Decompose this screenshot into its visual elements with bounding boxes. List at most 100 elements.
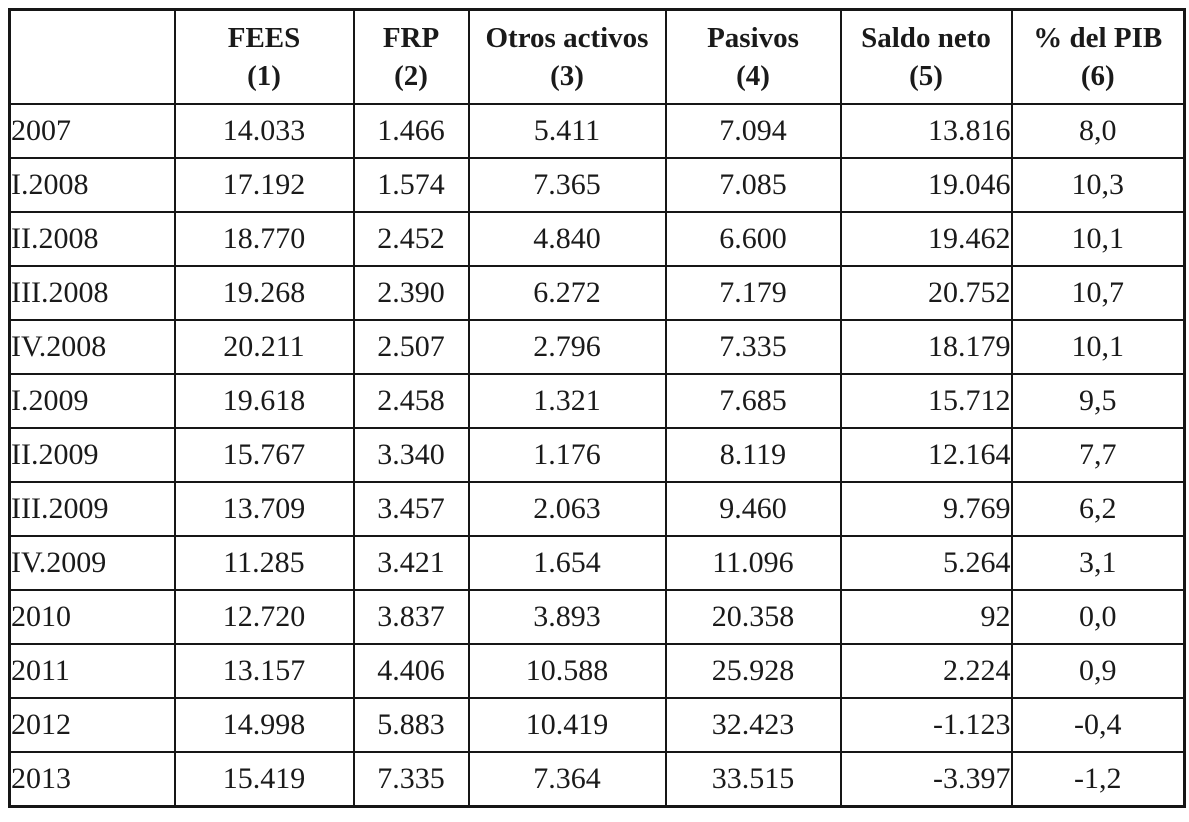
cell-otros_activos: 1.321 [467,373,667,429]
period-label: III.2008 [8,265,176,321]
cell-saldo_neto: 2.224 [839,643,1013,699]
cell-pasivos: 7.685 [664,373,842,429]
cell-otros_activos: 1.654 [467,535,667,591]
cell-fees: 13.709 [173,481,355,537]
table-row-I.2009: I.2009 19.618 2.458 1.321 7.685 15.712 9,5 [8,373,1186,429]
cell-saldo_neto: 5.264 [839,535,1013,591]
cell-saldo_neto: 13.816 [839,103,1013,159]
cell-fees: 14.033 [173,103,355,159]
period-label: 2013 [8,751,176,808]
cell-pasivos: 7.094 [664,103,842,159]
funds-table-container: FEES (1) FRP (2) Otros activos (3) Pasivos (4) S… [8,8,1186,808]
cell-pasivos: 25.928 [664,643,842,699]
cell-saldo_neto: -3.397 [839,751,1013,808]
cell-pct_del_pib: 10,7 [1010,265,1186,321]
cell-otros_activos: 10.588 [467,643,667,699]
cell-otros_activos: 1.176 [467,427,667,483]
column-number: (2) [394,60,428,92]
cell-pasivos: 20.358 [664,589,842,645]
header-cell-pct_del_pib: % del PIB (6) [1010,8,1186,105]
cell-pasivos: 11.096 [664,535,842,591]
cell-frp: 2.452 [352,211,470,267]
cell-saldo_neto: 18.179 [839,319,1013,375]
table-row-III.2008: III.2008 19.268 2.390 6.272 7.179 20.752 10,7 [8,265,1186,321]
cell-frp: 4.406 [352,643,470,699]
cell-frp: 1.574 [352,157,470,213]
cell-otros_activos: 10.419 [467,697,667,753]
sovereign-funds-table: FEES (1) FRP (2) Otros activos (3) Pasivos (4) S… [8,8,1186,808]
cell-fees: 15.419 [173,751,355,808]
column-title: % del PIB [1033,21,1163,54]
period-label: 2012 [8,697,176,753]
cell-pct_del_pib: 3,1 [1010,535,1186,591]
period-label: IV.2009 [8,535,176,591]
column-number: (3) [550,60,584,92]
column-title: FEES [227,21,301,54]
table-row-IV.2008: IV.2008 20.211 2.507 2.796 7.335 18.179 10,1 [8,319,1186,375]
period-label: II.2008 [8,211,176,267]
period-label: IV.2008 [8,319,176,375]
cell-frp: 7.335 [352,751,470,808]
table-row-2013: 2013 15.419 7.335 7.364 33.515 -3.397 -1,2 [8,751,1186,808]
cell-saldo_neto: 20.752 [839,265,1013,321]
cell-pct_del_pib: 8,0 [1010,103,1186,159]
cell-otros_activos: 7.365 [467,157,667,213]
cell-otros_activos: 3.893 [467,589,667,645]
cell-pct_del_pib: 10,1 [1010,211,1186,267]
cell-frp: 3.457 [352,481,470,537]
cell-otros_activos: 7.364 [467,751,667,808]
cell-frp: 3.340 [352,427,470,483]
cell-saldo_neto: 19.046 [839,157,1013,213]
table-header-row: FEES (1) FRP (2) Otros activos (3) Pasivos (4) S… [8,8,1186,105]
cell-fees: 12.720 [173,589,355,645]
period-label: I.2008 [8,157,176,213]
cell-frp: 2.507 [352,319,470,375]
cell-fees: 19.268 [173,265,355,321]
cell-pct_del_pib: -1,2 [1010,751,1186,808]
cell-saldo_neto: -1.123 [839,697,1013,753]
cell-frp: 3.837 [352,589,470,645]
column-number: (6) [1080,60,1115,92]
cell-pct_del_pib: 7,7 [1010,427,1186,483]
period-label: III.2009 [8,481,176,537]
cell-pct_del_pib: 9,5 [1010,373,1186,429]
cell-pct_del_pib: 10,3 [1010,157,1186,213]
table-row-II.2009: II.2009 15.767 3.340 1.176 8.119 12.164 7,7 [8,427,1186,483]
cell-saldo_neto: 15.712 [839,373,1013,429]
cell-fees: 13.157 [173,643,355,699]
header-cell-fees: FEES (1) [173,8,355,105]
cell-pct_del_pib: 6,2 [1010,481,1186,537]
table-row-2007: 2007 14.033 1.466 5.411 7.094 13.816 8,0 [8,103,1186,159]
cell-saldo_neto: 9.769 [839,481,1013,537]
cell-pasivos: 33.515 [664,751,842,808]
cell-fees: 20.211 [173,319,355,375]
cell-pct_del_pib: 0,9 [1010,643,1186,699]
column-number: (1) [247,60,281,92]
header-cell-frp: FRP (2) [352,8,470,105]
period-label: 2010 [8,589,176,645]
cell-pasivos: 7.335 [664,319,842,375]
cell-saldo_neto: 19.462 [839,211,1013,267]
cell-otros_activos: 2.063 [467,481,667,537]
cell-fees: 18.770 [173,211,355,267]
table-row-2012: 2012 14.998 5.883 10.419 32.423 -1.123 -0,4 [8,697,1186,753]
column-title: FRP [382,21,440,54]
cell-saldo_neto: 92 [839,589,1013,645]
cell-pasivos: 9.460 [664,481,842,537]
cell-saldo_neto: 12.164 [839,427,1013,483]
cell-pasivos: 6.600 [664,211,842,267]
cell-fees: 14.998 [173,697,355,753]
table-row-IV.2009: IV.2009 11.285 3.421 1.654 11.096 5.264 3,1 [8,535,1186,591]
header-cell-pasivos: Pasivos (4) [664,8,842,105]
cell-pct_del_pib: 0,0 [1010,589,1186,645]
cell-frp: 1.466 [352,103,470,159]
column-number: (4) [736,60,770,92]
cell-fees: 15.767 [173,427,355,483]
cell-pct_del_pib: 10,1 [1010,319,1186,375]
header-cell-saldo_neto: Saldo neto (5) [839,8,1013,105]
header-cell-empty [8,8,176,105]
column-title: Pasivos [707,21,799,54]
period-label: 2007 [8,103,176,159]
cell-otros_activos: 5.411 [467,103,667,159]
cell-frp: 2.458 [352,373,470,429]
